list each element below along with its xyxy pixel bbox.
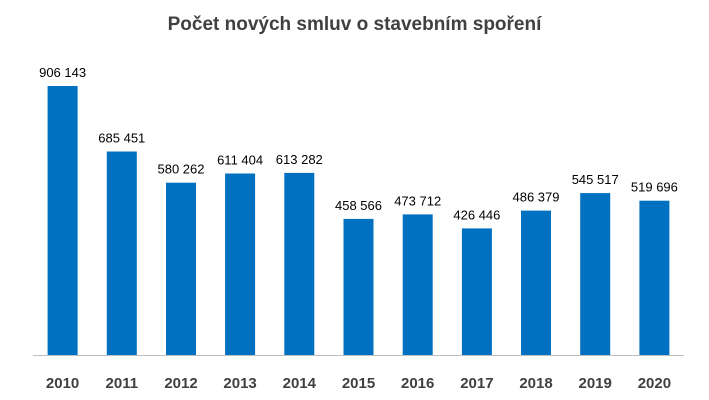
- bar-2015: [343, 218, 374, 355]
- bars-group: [47, 86, 670, 355]
- bar-2010: [47, 86, 78, 355]
- x-tick-label-2014: 2014: [283, 375, 317, 392]
- data-label-2019: 545 517: [572, 172, 619, 187]
- x-tick-label-2013: 2013: [223, 375, 256, 392]
- data-label-2013: 611 404: [217, 153, 263, 168]
- x-tick-label-2015: 2015: [342, 375, 375, 392]
- bar-2016: [402, 214, 433, 355]
- data-label-2017: 426 446: [453, 207, 500, 222]
- data-label-2010: 906 143: [39, 65, 86, 80]
- x-tick-label-2019: 2019: [579, 375, 612, 392]
- data-label-2011: 685 451: [98, 131, 145, 146]
- data-label-2020: 519 696: [631, 180, 678, 195]
- x-tick-label-2016: 2016: [401, 375, 434, 392]
- bar-2020: [639, 200, 670, 355]
- x-tick-label-2017: 2017: [460, 375, 493, 392]
- data-label-2015: 458 566: [335, 198, 382, 213]
- x-tick-label-2020: 2020: [638, 375, 671, 392]
- bar-2011: [106, 151, 137, 355]
- x-tick-label-2010: 2010: [46, 375, 79, 392]
- chart-title: Počet nových smluv o stavebním spoření: [167, 14, 542, 35]
- bar-2012: [166, 182, 196, 355]
- bar-2014: [284, 172, 315, 355]
- bar-2013: [225, 173, 256, 355]
- x-tick-label-2012: 2012: [164, 375, 197, 392]
- x-tick-label-2018: 2018: [519, 375, 552, 392]
- data-label-2016: 473 712: [394, 193, 441, 208]
- data-label-2018: 486 379: [513, 190, 560, 205]
- data-label-2014: 613 282: [276, 152, 323, 167]
- x-tick-labels-group: 2010 2011 2012 2013 2014 2015 2016 2017 2018 2019…: [46, 375, 671, 392]
- data-labels-group: 906 143 685 451 580 262 611 404 613 282 458 5…: [39, 65, 678, 222]
- bar-2017: [461, 228, 492, 355]
- bar-2019: [580, 193, 611, 355]
- data-label-2012: 580 262: [158, 162, 205, 177]
- bar-2018: [521, 210, 551, 355]
- x-tick-label-2011: 2011: [106, 375, 139, 392]
